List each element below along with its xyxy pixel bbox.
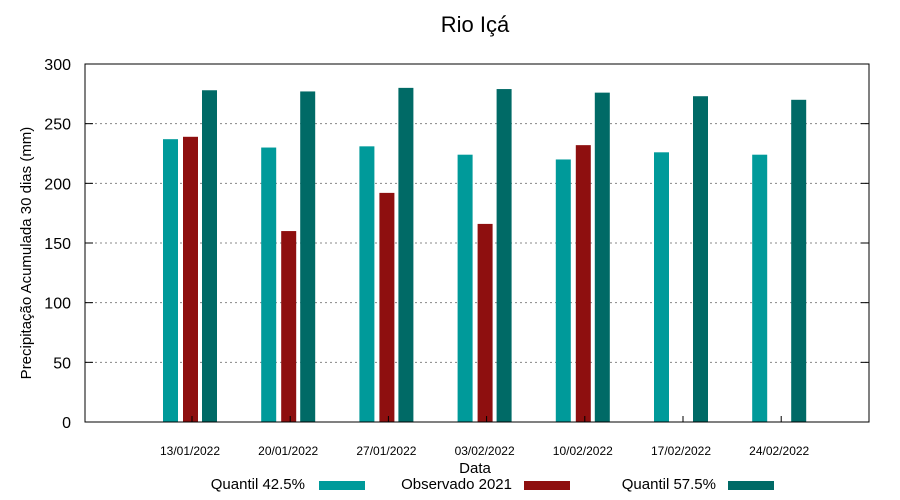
bar-observado-2021 — [379, 192, 395, 422]
y-tick-label: 100 — [44, 296, 71, 313]
y-tick-label: 50 — [53, 355, 71, 372]
bar-quantil-42-5 — [163, 139, 178, 422]
bar-quantil-57-5 — [791, 99, 807, 423]
x-axis-label: Data — [459, 460, 491, 477]
bar-quantil-42-5 — [359, 146, 375, 422]
y-tick-label: 250 — [44, 117, 71, 134]
bar-quantil-42-5 — [457, 154, 473, 422]
legend-swatch — [728, 481, 774, 490]
x-tick-label: 20/01/2022 — [258, 444, 318, 458]
x-tick-label: 17/02/2022 — [651, 444, 711, 458]
bar-quantil-42-5 — [752, 154, 768, 422]
bar-observado-2021 — [183, 136, 198, 422]
y-tick-label: 150 — [44, 236, 71, 253]
legend-label: Observado 2021 — [401, 476, 512, 493]
legend-swatch — [319, 481, 365, 490]
legend-label: Quantil 42.5% — [211, 476, 305, 493]
y-tick-label: 200 — [44, 176, 71, 193]
x-tick-label: 27/01/2022 — [356, 444, 416, 458]
bar-quantil-42-5 — [654, 152, 669, 422]
bar-quantil-42-5 — [261, 147, 277, 423]
bar-quantil-57-5 — [594, 92, 610, 422]
bar-quantil-42-5 — [555, 159, 571, 422]
bar-observado-2021 — [477, 223, 493, 422]
bar-quantil-57-5 — [300, 91, 316, 423]
x-tick-label: 24/02/2022 — [749, 444, 809, 458]
y-axis-ticks: 0 50 100 150 200 250 300 — [44, 57, 869, 432]
y-tick-label: 300 — [44, 57, 71, 74]
legend-swatch — [524, 481, 570, 490]
x-tick-label: 03/02/2022 — [455, 444, 515, 458]
y-tick-label: 0 — [62, 415, 71, 432]
bar-observado-2021 — [281, 231, 297, 422]
bar-quantil-57-5 — [398, 87, 414, 422]
y-axis-label: Precipitação Acumulada 30 dias (mm) — [18, 127, 35, 380]
x-tick-label: 13/01/2022 — [160, 444, 220, 458]
legend-label: Quantil 57.5% — [622, 476, 716, 493]
bars — [163, 87, 807, 423]
chart-title: Rio Içá — [441, 12, 510, 37]
x-tick-label: 10/02/2022 — [553, 444, 613, 458]
bar-observado-2021 — [575, 145, 591, 422]
bar-quantil-57-5 — [496, 89, 512, 422]
bar-quantil-57-5 — [202, 90, 217, 423]
x-axis-ticks: 13/01/2022 20/01/2022 27/01/2022 03/02/2022… — [160, 416, 810, 458]
bar-quantil-57-5 — [693, 96, 708, 422]
legend: Quantil 42.5% Observado 2021 Quantil 57.5% — [211, 476, 774, 493]
